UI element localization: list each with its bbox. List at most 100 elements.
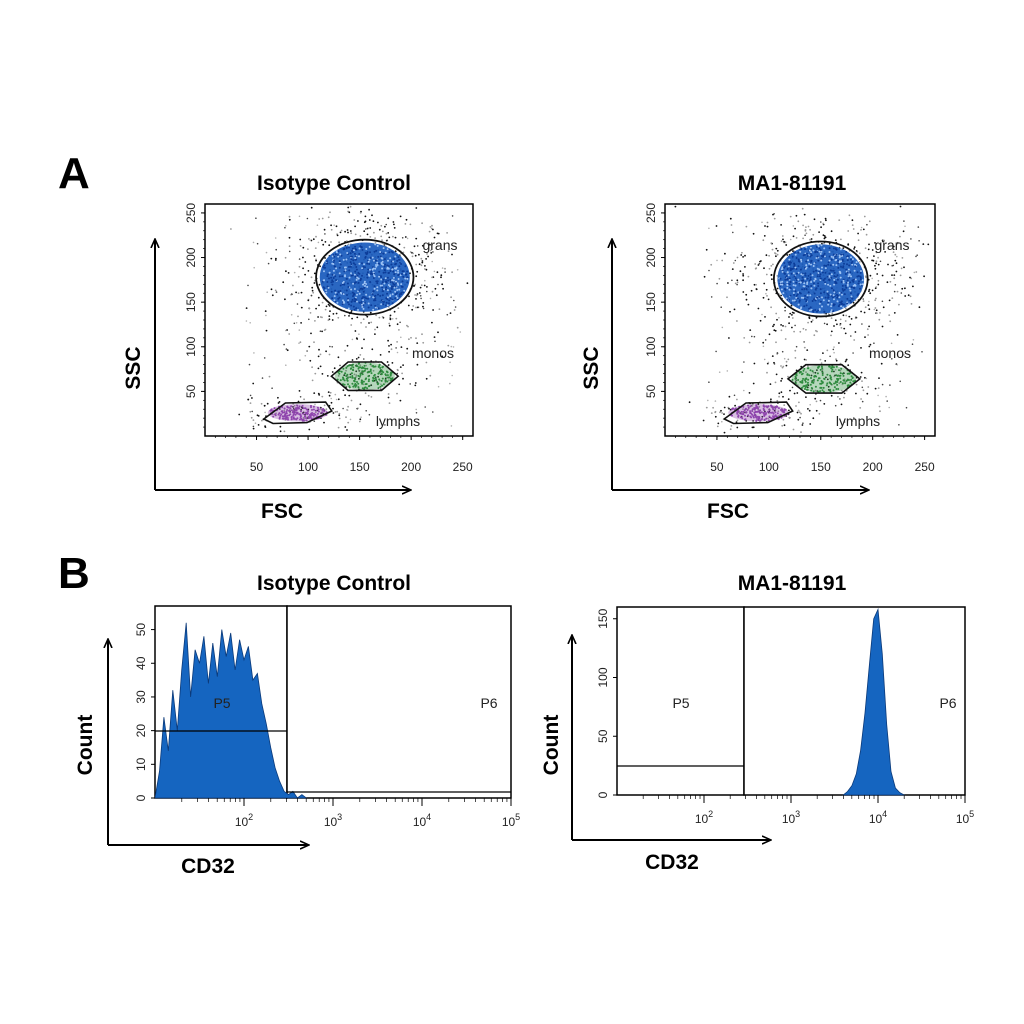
- event-dot: [866, 392, 869, 395]
- gated-event-dot: [353, 252, 356, 255]
- event-dot: [314, 372, 317, 375]
- gated-event-dot: [834, 247, 837, 250]
- gated-event-dot: [786, 268, 789, 270]
- gated-event-dot: [811, 300, 814, 302]
- gated-event-dot: [325, 291, 328, 294]
- gated-event-dot: [389, 290, 392, 293]
- gated-event-dot: [816, 296, 818, 299]
- event-dot: [768, 333, 771, 336]
- event-dot: [349, 418, 352, 421]
- gated-event-dot: [824, 282, 827, 285]
- gated-event-dot: [358, 289, 361, 292]
- event-dot: [393, 227, 396, 229]
- gated-event-dot: [361, 303, 363, 306]
- event-dot: [805, 232, 808, 235]
- event-dot: [317, 316, 319, 318]
- event-dot: [275, 248, 278, 251]
- event-dot: [368, 219, 371, 221]
- event-dot: [426, 253, 428, 255]
- event-dot: [347, 231, 349, 234]
- gated-event-dot: [342, 293, 345, 296]
- gated-event-dot: [734, 407, 737, 410]
- gated-event-dot: [302, 412, 305, 415]
- event-dot: [415, 412, 418, 414]
- gated-event-dot: [797, 278, 800, 281]
- gated-event-dot: [822, 390, 825, 393]
- gated-event-dot: [810, 254, 813, 257]
- event-dot: [745, 420, 748, 422]
- event-dot: [415, 263, 418, 266]
- gated-event-dot: [794, 284, 797, 287]
- event-dot: [381, 230, 384, 233]
- event-dot: [249, 322, 251, 324]
- gated-event-dot: [787, 265, 790, 268]
- event-dot: [429, 297, 432, 300]
- gated-event-dot: [331, 279, 334, 282]
- event-dot: [864, 275, 867, 278]
- event-dot: [898, 303, 900, 306]
- gated-event-dot: [345, 258, 348, 261]
- gated-event-dot: [800, 296, 803, 299]
- gated-event-dot: [850, 256, 852, 259]
- y-tick-label: 250: [644, 203, 658, 223]
- gated-event-dot: [341, 275, 344, 278]
- event-dot: [319, 365, 322, 368]
- gated-event-dot: [366, 251, 369, 253]
- event-dot: [288, 245, 291, 248]
- gated-event-dot: [359, 277, 362, 280]
- event-dot: [773, 217, 776, 220]
- event-dot: [411, 255, 414, 258]
- gated-event-dot: [847, 275, 850, 278]
- event-dot: [321, 395, 324, 398]
- gated-event-dot: [848, 264, 851, 267]
- gated-event-dot: [844, 273, 847, 275]
- event-dot: [726, 296, 728, 299]
- gated-event-dot: [307, 410, 309, 413]
- event-dot: [350, 324, 353, 326]
- gated-event-dot: [826, 292, 829, 295]
- event-dot: [264, 310, 267, 312]
- event-dot: [300, 291, 303, 294]
- gated-event-dot: [381, 260, 384, 263]
- event-dot: [370, 321, 373, 324]
- event-dot: [452, 346, 455, 348]
- event-dot: [800, 431, 802, 433]
- event-dot: [427, 255, 429, 258]
- gate-box-p6: [743, 606, 966, 796]
- gated-event-dot: [393, 286, 396, 289]
- gated-event-dot: [376, 286, 379, 289]
- event-dot: [298, 390, 301, 392]
- gated-event-dot: [765, 405, 768, 408]
- gated-event-dot: [768, 415, 771, 418]
- gated-event-dot: [389, 373, 392, 376]
- gated-event-dot: [289, 407, 292, 410]
- gated-event-dot: [830, 310, 833, 313]
- gated-event-dot: [854, 265, 857, 268]
- event-dot: [324, 241, 327, 243]
- gated-event-dot: [376, 382, 379, 385]
- event-dot: [816, 369, 818, 371]
- gated-event-dot: [803, 305, 806, 308]
- histogram-panel-isotype: Isotype Control Count CD32 P5 P6 102 103 1…: [74, 572, 520, 878]
- event-dot: [416, 306, 419, 309]
- gated-event-dot: [819, 273, 822, 276]
- gated-event-dot: [787, 261, 790, 264]
- gated-event-dot: [751, 408, 754, 411]
- gated-event-dot: [389, 281, 392, 284]
- event-dot: [858, 261, 861, 263]
- gated-event-dot: [396, 259, 399, 262]
- event-dot: [801, 207, 804, 210]
- gated-event-dot: [346, 365, 349, 368]
- event-dot: [807, 408, 809, 410]
- event-dot: [899, 205, 902, 208]
- event-dot: [404, 236, 407, 238]
- gated-event-dot: [372, 259, 375, 262]
- gated-event-dot: [344, 372, 347, 375]
- gated-event-dot: [810, 285, 813, 287]
- gated-event-dot: [827, 301, 830, 304]
- event-dot: [822, 234, 825, 237]
- event-dot: [422, 341, 425, 344]
- event-dot: [370, 384, 373, 387]
- gated-event-dot: [760, 411, 763, 414]
- gated-event-dot: [308, 414, 311, 416]
